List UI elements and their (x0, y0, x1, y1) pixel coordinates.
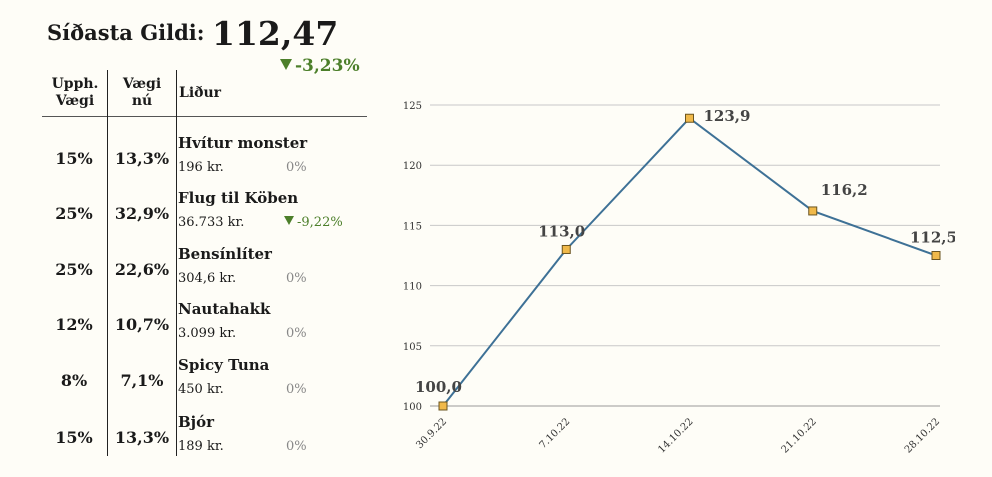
last-value-change: -3,23% (280, 56, 360, 76)
original-weight: 12% (55, 314, 93, 334)
current-weight: 10,7% (114, 314, 170, 334)
table-row: 25% 22,6% Bensínlíter 304,6 kr. 0% (42, 241, 367, 297)
y-tick-label: 100 (403, 402, 422, 413)
last-value-change-text: -3,23% (295, 56, 360, 76)
item-change: 0% (286, 326, 307, 341)
item-change: 0% (286, 271, 307, 286)
y-tick-label: 125 (403, 101, 422, 112)
x-tick-label: 30.9.22 (414, 416, 449, 451)
item-price: 304,6 kr. (178, 271, 237, 286)
item-change-text: 0% (286, 326, 307, 341)
data-label: 113,0 (538, 222, 585, 240)
column-divider-2 (176, 70, 177, 456)
data-label: 112,5 (910, 229, 955, 247)
x-tick-label: 28.10.22 (903, 416, 942, 455)
y-tick-label: 110 (403, 282, 422, 293)
item-change-text: 0% (286, 382, 307, 397)
original-weight: 15% (55, 148, 93, 168)
data-label: 116,2 (821, 181, 868, 199)
series-line (442, 116, 937, 407)
header-original-weight: Upph. Vægi (51, 76, 99, 109)
item-change-text: 0% (286, 271, 307, 286)
item-change: 0% (286, 160, 307, 175)
item-name: Flug til Köben (178, 189, 299, 207)
index-line-chart: 100 105 110 115 120 125 100,0 30.9.22 113,0 7.10.… (403, 101, 955, 456)
item-price: 196 kr. (178, 160, 224, 175)
last-value-label: Síðasta Gildi: (47, 20, 205, 45)
data-label: 123,9 (704, 107, 751, 125)
down-triangle-icon (280, 59, 292, 70)
y-tick-label: 105 (403, 342, 422, 353)
item-name: Bjór (178, 413, 215, 431)
item-price: 3.099 kr. (178, 326, 237, 341)
item-price: 189 kr. (178, 439, 224, 454)
item-cell: Flug til Köben 36.733 kr. -9,22% (178, 189, 343, 230)
current-weight: 7,1% (120, 370, 164, 390)
basket-table: Upph. Vægi Vægi nú Liður 15% 13,3% Hvítur … (42, 70, 367, 456)
current-weight: 22,6% (114, 259, 170, 279)
item-change: 0% (286, 382, 307, 397)
table-row: 8% 7,1% Spicy Tuna 450 kr. 0% (42, 352, 367, 408)
current-weight: 13,3% (114, 148, 170, 168)
column-divider-1 (107, 70, 108, 456)
original-weight: 8% (60, 370, 88, 390)
y-tick-label: 115 (403, 221, 422, 232)
table-row: 12% 10,7% Nautahakk 3.099 kr. 0% (42, 296, 367, 352)
current-weight: 13,3% (114, 427, 170, 447)
item-change-text: 0% (286, 160, 307, 175)
item-change: 0% (286, 439, 307, 454)
item-price: 36.733 kr. (178, 215, 245, 230)
header-current-weight: Vægi nú (122, 76, 162, 109)
table-row: 25% 32,9% Flug til Köben 36.733 kr. -9,22% (42, 185, 367, 241)
item-price: 450 kr. (178, 382, 224, 397)
item-name: Bensínlíter (178, 245, 272, 263)
item-change-text: 0% (286, 439, 307, 454)
down-triangle-icon (284, 216, 294, 225)
data-point (438, 401, 448, 411)
original-weight: 25% (55, 259, 93, 279)
original-weight: 25% (55, 203, 93, 223)
item-cell: Nautahakk 3.099 kr. 0% (178, 300, 307, 341)
x-tick-label: 21.10.22 (780, 416, 819, 455)
item-change: -9,22% (284, 215, 343, 230)
current-weight: 32,9% (114, 203, 170, 223)
data-point (685, 113, 694, 123)
item-cell: Hvítur monster 196 kr. 0% (178, 134, 308, 175)
data-label: 100,0 (415, 378, 462, 396)
item-name: Nautahakk (178, 300, 271, 318)
last-value: 112,47 (212, 14, 339, 53)
item-cell: Bensínlíter 304,6 kr. 0% (178, 245, 307, 286)
data-point (561, 244, 571, 254)
table-row: 15% 13,3% Bjór 189 kr. 0% (42, 409, 367, 465)
header-item: Liður (179, 85, 222, 101)
item-change-text: -9,22% (297, 215, 343, 230)
data-point (931, 251, 941, 260)
header-divider (42, 116, 367, 117)
table-row: 15% 13,3% Hvítur monster 196 kr. 0% (42, 130, 367, 186)
item-name: Spicy Tuna (178, 356, 270, 374)
x-tick-label: 14.10.22 (656, 416, 695, 455)
original-weight: 15% (55, 427, 93, 447)
x-tick-label: 7.10.22 (538, 416, 573, 451)
data-point (808, 206, 818, 216)
item-cell: Bjór 189 kr. 0% (178, 413, 307, 454)
y-tick-label: 120 (403, 161, 422, 172)
item-name: Hvítur monster (178, 134, 308, 152)
item-cell: Spicy Tuna 450 kr. 0% (178, 356, 307, 397)
